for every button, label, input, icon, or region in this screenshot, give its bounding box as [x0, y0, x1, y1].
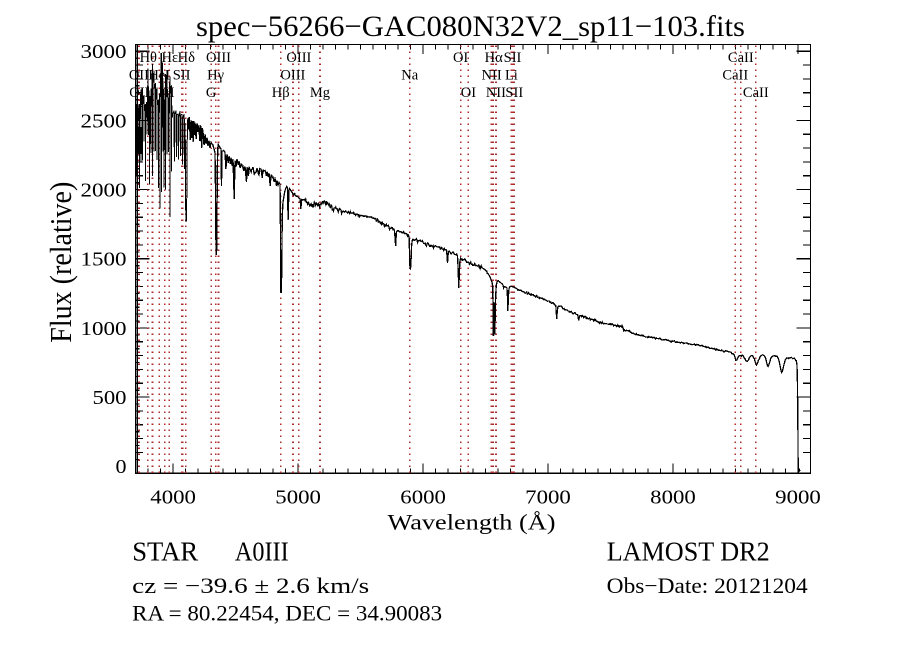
- svg-text:OI: OI: [453, 50, 468, 66]
- svg-text:Wavelength (Å): Wavelength (Å): [388, 510, 556, 535]
- svg-text:Hδ: Hδ: [178, 50, 195, 66]
- svg-text:G: G: [206, 85, 217, 101]
- svg-text:OI: OI: [461, 85, 476, 101]
- svg-text:Hβ: Hβ: [272, 85, 290, 101]
- svg-text:OII: OII: [129, 85, 149, 101]
- svg-text:SII: SII: [173, 67, 191, 83]
- svg-text:STAR: STAR: [132, 536, 198, 566]
- svg-text:A0III: A0III: [235, 536, 289, 566]
- svg-text:2500: 2500: [81, 110, 127, 132]
- svg-text:Hθ: Hθ: [140, 50, 157, 66]
- svg-text:Na: Na: [401, 67, 418, 83]
- svg-text:Mg: Mg: [310, 85, 330, 101]
- svg-text:Hγ: Hγ: [207, 67, 224, 83]
- svg-text:4000: 4000: [150, 487, 196, 509]
- svg-text:CaII: CaII: [743, 85, 769, 101]
- svg-text:CaII: CaII: [728, 50, 754, 66]
- svg-text:RA = 80.22454, DEC = 34.9008: RA = 80.22454, DEC = 34.90083: [132, 601, 442, 626]
- svg-text:Hα: Hα: [485, 50, 503, 66]
- svg-text:OIII: OIII: [286, 50, 311, 66]
- svg-text:Li: Li: [505, 67, 518, 83]
- svg-text:SII: SII: [504, 50, 522, 66]
- svg-text:HeI: HeI: [148, 67, 170, 83]
- svg-text:NII: NII: [486, 85, 506, 101]
- svg-text:8000: 8000: [650, 487, 696, 509]
- svg-text:spec−56266−GAC080N32V2_sp11−10: spec−56266−GAC080N32V2_sp11−103.fits: [196, 10, 745, 43]
- svg-text:CaII: CaII: [722, 67, 748, 83]
- svg-text:Obs−Date: 20121204: Obs−Date: 20121204: [607, 573, 808, 598]
- svg-text:6000: 6000: [400, 487, 446, 509]
- svg-text:3000: 3000: [81, 41, 127, 63]
- svg-text:cz = −39.6 ± 2.6 km/s: cz = −39.6 ± 2.6 km/s: [132, 573, 369, 598]
- svg-text:Hε: Hε: [162, 50, 179, 66]
- svg-text:1500: 1500: [81, 249, 127, 271]
- svg-text:OIII: OIII: [206, 50, 231, 66]
- svg-text:5000: 5000: [275, 487, 321, 509]
- svg-text:2000: 2000: [81, 180, 127, 202]
- svg-text:0: 0: [116, 456, 127, 478]
- svg-text:LAMOST DR2: LAMOST DR2: [607, 536, 770, 566]
- svg-text:OIII: OIII: [280, 67, 305, 83]
- svg-text:NII: NII: [482, 67, 502, 83]
- svg-text:9000: 9000: [775, 487, 821, 509]
- svg-text:SII: SII: [505, 85, 523, 101]
- svg-text:500: 500: [93, 387, 127, 409]
- svg-text:OII: OII: [129, 67, 149, 83]
- svg-text:7000: 7000: [525, 487, 571, 509]
- svg-text:1000: 1000: [81, 318, 127, 340]
- svg-text:Flux (relative): Flux (relative): [43, 182, 78, 343]
- svg-text:H: H: [164, 85, 175, 101]
